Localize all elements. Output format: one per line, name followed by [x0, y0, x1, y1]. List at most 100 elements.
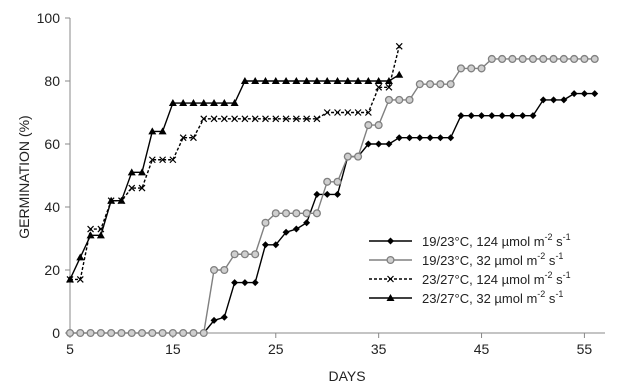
- data-point: [127, 168, 136, 176]
- legend-label: 23/27°C, 32 µmol m-2 s-1: [422, 289, 563, 306]
- data-point: [344, 109, 352, 116]
- data-point: [200, 115, 208, 123]
- data-point: [292, 209, 301, 218]
- data-point: [374, 77, 383, 84]
- data-point-stroke: [323, 109, 331, 116]
- y-tick-label: 100: [37, 10, 61, 26]
- data-point-stroke: [344, 109, 352, 116]
- data-point: [364, 77, 373, 84]
- data-point-stroke: [138, 184, 146, 192]
- data-point: [333, 77, 342, 84]
- data-point: [189, 99, 198, 107]
- data-point: [591, 90, 599, 98]
- data-point: [559, 54, 568, 63]
- data-point: [76, 253, 85, 261]
- data-point: [436, 134, 444, 142]
- data-point-stroke: [190, 134, 197, 142]
- series-2: [65, 54, 599, 338]
- data-point-stroke: [210, 115, 218, 123]
- data-point: [374, 121, 383, 130]
- data-point-stroke: [200, 115, 208, 123]
- data-point: [415, 80, 424, 89]
- data-point-stroke: [313, 115, 321, 123]
- data-point-stroke: [334, 109, 341, 116]
- data-point: [508, 54, 517, 63]
- data-point: [96, 231, 105, 239]
- data-point-stroke: [303, 115, 311, 123]
- data-point: [467, 112, 475, 120]
- data-point: [179, 99, 188, 107]
- data-point: [354, 152, 363, 161]
- data-point: [312, 77, 321, 84]
- data-point-stroke: [87, 225, 95, 233]
- data-point-stroke: [292, 115, 300, 123]
- data-point: [549, 54, 558, 63]
- data-point: [580, 54, 589, 63]
- data-point: [302, 77, 311, 84]
- data-point: [240, 77, 249, 84]
- data-point: [312, 209, 321, 218]
- data-point: [539, 96, 547, 104]
- data-point-stroke: [385, 83, 393, 91]
- data-point: [375, 83, 383, 91]
- data-point: [251, 115, 259, 123]
- x-tick-label: 5: [66, 341, 74, 357]
- data-point: [272, 241, 280, 249]
- data-point-stroke: [76, 276, 84, 283]
- data-point: [457, 112, 465, 120]
- data-point: [323, 109, 331, 116]
- data-point: [323, 190, 331, 198]
- y-axis-title: GERMINATION (%): [16, 115, 32, 238]
- data-point: [261, 241, 269, 249]
- data-point: [158, 127, 167, 135]
- data-point: [261, 218, 270, 227]
- legend-item-4: 23/27°C, 32 µmol m-2 s-1: [369, 289, 563, 306]
- data-point: [251, 250, 260, 259]
- data-point: [231, 279, 239, 287]
- data-point: [302, 209, 311, 218]
- data-point: [364, 140, 372, 148]
- x-tick-label: 25: [268, 341, 284, 357]
- data-point: [282, 77, 291, 84]
- data-point: [128, 184, 136, 192]
- data-point-stroke: [220, 115, 228, 123]
- data-point: [189, 328, 198, 338]
- data-point: [261, 77, 270, 84]
- data-point-stroke: [241, 115, 249, 123]
- data-point: [416, 134, 424, 142]
- data-point: [107, 328, 116, 338]
- data-point: [519, 112, 527, 120]
- data-point: [313, 190, 321, 198]
- data-point: [86, 328, 95, 338]
- data-point: [117, 196, 126, 204]
- x-tick-label: 35: [371, 341, 387, 357]
- x-axis-title: DAYS: [328, 368, 365, 384]
- data-point: [292, 77, 301, 84]
- data-point: [209, 265, 219, 275]
- data-point: [343, 77, 352, 84]
- data-point: [241, 115, 249, 123]
- data-point: [387, 275, 394, 283]
- data-point: [313, 115, 321, 123]
- data-point-stroke: [375, 83, 383, 91]
- data-point-stroke: [387, 275, 394, 283]
- legend-item-3: 23/27°C, 124 µmol m-2 s-1: [369, 270, 571, 287]
- data-point: [190, 134, 197, 142]
- data-point-stroke: [395, 42, 403, 50]
- series-4: [66, 70, 404, 283]
- data-point: [426, 134, 434, 142]
- data-point-stroke: [251, 115, 259, 123]
- data-point: [467, 64, 476, 73]
- data-point: [405, 95, 414, 104]
- data-point: [271, 209, 280, 218]
- data-point: [210, 99, 219, 107]
- data-point-stroke: [262, 115, 269, 123]
- data-point-stroke: [282, 115, 290, 123]
- data-point: [282, 228, 290, 236]
- data-point: [446, 80, 455, 89]
- data-point: [210, 115, 218, 123]
- data-point-stroke: [364, 109, 372, 116]
- data-point: [86, 231, 95, 239]
- data-point: [477, 64, 486, 73]
